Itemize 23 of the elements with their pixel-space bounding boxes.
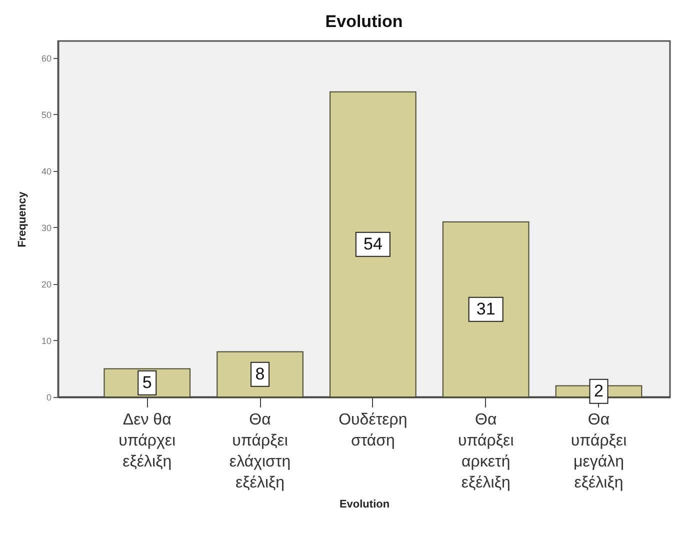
x-tick-label: Δεν θα υπάρχει εξέλιξη xyxy=(118,412,176,470)
y-axis-title: Frequency xyxy=(16,190,28,248)
y-tick-label: 0 xyxy=(46,392,52,402)
data-label: 54 xyxy=(363,234,382,254)
data-label: 8 xyxy=(255,364,265,384)
x-tick-label: Θα υπάρξει αρκετή εξέλιξη xyxy=(458,412,514,492)
x-tick-label: Θα υπάρξει μεγάλη εξέλιξη xyxy=(570,412,628,492)
bar xyxy=(216,351,304,398)
x-tick-label: Θα υπάρξει ελάχιστη εξέλιξη xyxy=(229,412,291,492)
data-label: 2 xyxy=(594,381,604,400)
data-label: 5 xyxy=(142,372,152,392)
y-tick-label: 40 xyxy=(41,166,52,176)
bar xyxy=(330,91,416,398)
x-axis-title: Evolution xyxy=(339,498,390,510)
y-tick-label: 30 xyxy=(41,222,52,233)
x-tick-label: Ουδέτερη στάση xyxy=(338,412,408,450)
bar xyxy=(442,221,530,398)
chart-title: Evolution xyxy=(325,12,403,31)
y-tick-label: 60 xyxy=(41,53,52,64)
y-tick-label: 20 xyxy=(41,279,52,290)
y-tick-label: 50 xyxy=(41,110,52,120)
y-tick-label: 10 xyxy=(41,336,52,346)
data-label: 31 xyxy=(476,299,496,318)
